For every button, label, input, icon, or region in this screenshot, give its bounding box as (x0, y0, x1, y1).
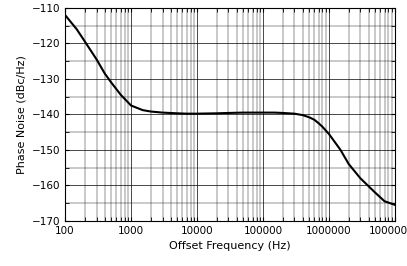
X-axis label: Offset Frequency (Hz): Offset Frequency (Hz) (169, 241, 291, 251)
Y-axis label: Phase Noise (dBc/Hz): Phase Noise (dBc/Hz) (16, 55, 26, 174)
